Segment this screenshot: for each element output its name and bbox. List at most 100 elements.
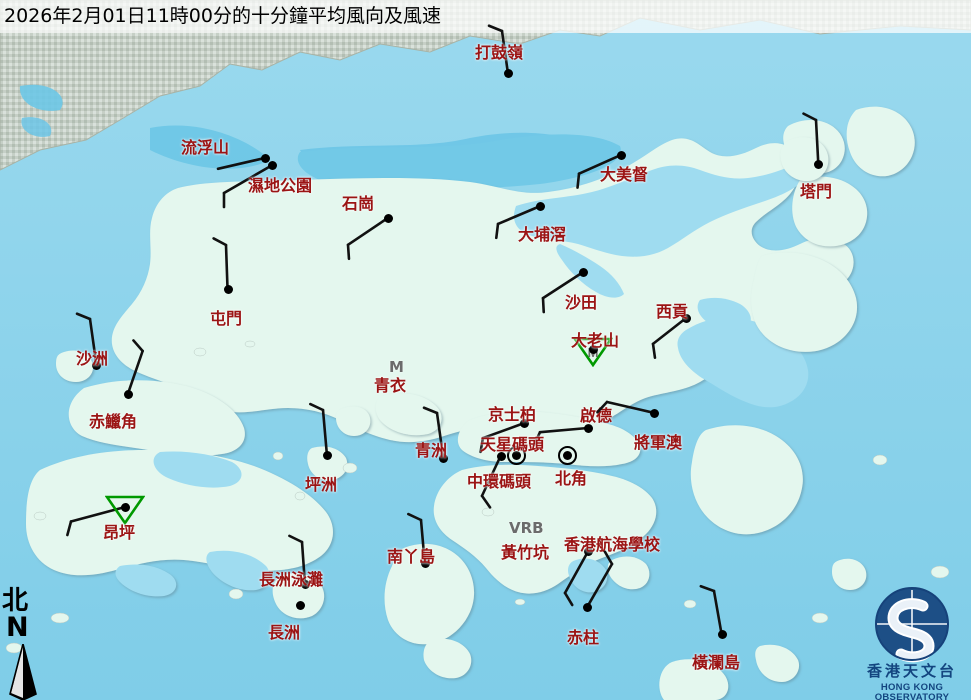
station-dot-icon bbox=[438, 453, 448, 463]
lantau-island bbox=[26, 380, 333, 597]
station-label: 南丫島 bbox=[387, 547, 436, 566]
station-dot-icon bbox=[588, 344, 598, 354]
tolo-harbour bbox=[513, 162, 810, 257]
station-label: 大美督 bbox=[600, 165, 649, 184]
station-dot-icon bbox=[813, 159, 823, 169]
station-label: 昂坪 bbox=[103, 523, 136, 542]
logo-text-en: HONG KONG OBSERVATORY bbox=[874, 682, 950, 700]
station-dot-icon bbox=[562, 450, 572, 460]
islets bbox=[5, 340, 950, 654]
wind-barb-icon bbox=[222, 163, 274, 209]
station-ring-icon bbox=[557, 445, 577, 465]
station-label: 大老山 bbox=[571, 331, 620, 350]
station-label: 黃竹坑 bbox=[501, 543, 550, 562]
station-label: 長洲 bbox=[268, 623, 301, 642]
north-arrow-icon bbox=[9, 644, 37, 700]
station-label: 香港航海學校 bbox=[564, 535, 661, 554]
wind-barb-icon bbox=[212, 237, 230, 291]
station-label: 青衣 bbox=[374, 376, 407, 395]
station-dot-icon bbox=[260, 153, 270, 163]
wind-barb-icon bbox=[699, 584, 724, 636]
wind-barb-icon bbox=[563, 549, 590, 607]
station-dot-icon bbox=[267, 160, 277, 170]
page-title: 2026年2月01日11時00分的十分鐘平均風向及風速 bbox=[4, 5, 441, 27]
logo-text-cn: 香港天文台 bbox=[866, 662, 957, 680]
deep-bay bbox=[297, 134, 621, 190]
station-dot-icon bbox=[420, 558, 430, 568]
station-label: 京士柏 bbox=[488, 405, 537, 424]
compass-label-en: N bbox=[6, 612, 29, 643]
station-label: 打鼓嶺 bbox=[475, 43, 524, 62]
station-label: 橫瀾島 bbox=[692, 653, 741, 672]
wind-barb-icon bbox=[478, 421, 526, 454]
station-dot-icon bbox=[322, 450, 332, 460]
station-dot-icon bbox=[535, 201, 545, 211]
wind-barb-icon bbox=[126, 339, 144, 396]
station-dot-icon bbox=[717, 629, 727, 639]
wind-barb-icon bbox=[75, 312, 98, 367]
station-dot-icon bbox=[300, 579, 310, 589]
station-dot-icon bbox=[223, 284, 233, 294]
station-label: 石崗 bbox=[342, 194, 375, 213]
station-label: 赤鱲角 bbox=[89, 412, 138, 431]
station-label: 將軍澳 bbox=[634, 433, 683, 452]
station-label: 天星碼頭 bbox=[480, 435, 545, 454]
station-label: 流浮山 bbox=[181, 138, 230, 157]
hko-logo: 香港天文台 HONG KONG OBSERVATORY bbox=[853, 586, 971, 700]
hko-logo-icon bbox=[875, 587, 949, 663]
station-label: 坪洲 bbox=[305, 475, 338, 494]
station-dot-icon bbox=[503, 68, 513, 78]
station-label: 屯門 bbox=[210, 309, 243, 328]
wind-barb-icon bbox=[422, 406, 445, 460]
maintenance-triangle-icon bbox=[105, 495, 145, 525]
maintenance-flag: M bbox=[389, 358, 404, 376]
station-ring-icon bbox=[506, 445, 526, 465]
station-dot-icon bbox=[583, 423, 593, 433]
station-label: 長洲泳灘 bbox=[259, 570, 324, 589]
variable-wind-flag: VRB bbox=[509, 519, 544, 537]
title-banner: 2026年2月01日11時00分的十分鐘平均風向及風速 bbox=[0, 0, 971, 33]
wind-barb-icon bbox=[309, 402, 329, 457]
wind-barb-icon bbox=[346, 216, 390, 261]
station-label: 塔門 bbox=[800, 182, 833, 201]
station-label: 沙田 bbox=[565, 293, 598, 312]
wind-barb-icon bbox=[541, 270, 585, 314]
wind-barb-icon bbox=[801, 112, 820, 166]
wind-barb-icon bbox=[576, 153, 623, 189]
station-dot-icon bbox=[123, 389, 133, 399]
station-dot-icon bbox=[511, 450, 521, 460]
station-dot-icon bbox=[578, 267, 588, 277]
station-dot-icon bbox=[582, 602, 592, 612]
station-label: 青洲 bbox=[415, 441, 448, 460]
station-dot-icon bbox=[383, 213, 393, 223]
wind-barb-icon bbox=[585, 550, 614, 609]
station-dot-icon bbox=[91, 360, 101, 370]
station-dot-icon bbox=[616, 150, 626, 160]
station-dot-icon bbox=[649, 408, 659, 418]
wind-barb-icon bbox=[651, 316, 688, 360]
wind-barb-icon bbox=[407, 512, 427, 565]
wind-barb-icon bbox=[481, 454, 503, 509]
wind-barb-icon bbox=[288, 534, 307, 586]
station-label: 中環碼頭 bbox=[467, 472, 532, 491]
station-label: 西貢 bbox=[656, 302, 689, 321]
wind-barb-icon bbox=[494, 204, 542, 240]
wind-barb-icon bbox=[532, 426, 590, 447]
station-dot-icon bbox=[583, 546, 593, 556]
compass-rose: 北 N bbox=[2, 588, 62, 700]
station-label: 赤柱 bbox=[567, 628, 600, 647]
station-label: 沙洲 bbox=[76, 349, 109, 368]
station-dot-icon bbox=[681, 313, 691, 323]
wind-barb-icon bbox=[487, 24, 510, 75]
compass-label-cn: 北 bbox=[2, 586, 29, 616]
station-label: 濕地公園 bbox=[248, 176, 313, 195]
station-dot-icon bbox=[496, 451, 506, 461]
station-dot-icon bbox=[519, 418, 529, 428]
station-dot-icon bbox=[120, 502, 130, 512]
wind-barb-icon bbox=[596, 400, 656, 415]
station-label: 大埔滘 bbox=[518, 225, 567, 244]
station-dot-icon bbox=[295, 600, 305, 610]
station-label: 啟德 bbox=[580, 406, 613, 425]
small-islands bbox=[56, 137, 867, 700]
station-label: 北角 bbox=[555, 469, 588, 488]
